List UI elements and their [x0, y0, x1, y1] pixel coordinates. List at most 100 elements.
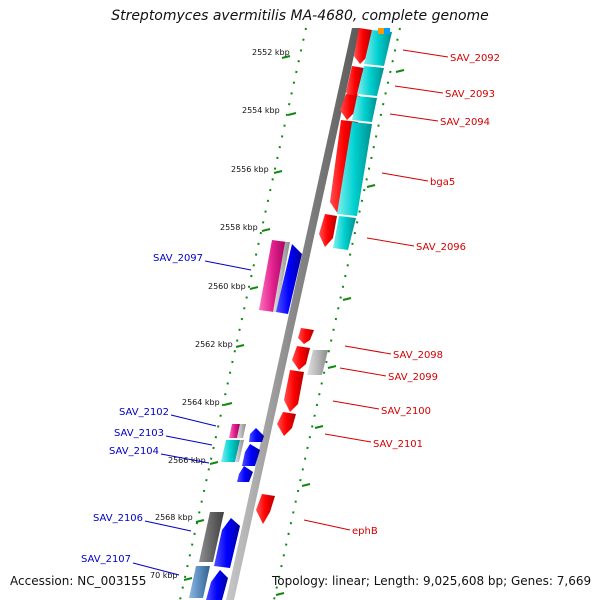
genome-title: Streptomyces avermitilis MA-4680, comple… [111, 8, 489, 24]
gene-cyan[interactable] [357, 66, 384, 96]
label-leader [402, 49, 449, 58]
scale-tick [275, 592, 285, 596]
gene-grey[interactable] [235, 440, 244, 462]
label-leader [394, 85, 444, 94]
genome-summary-text: Topology: linear; Length: 9,025,608 bp; … [272, 574, 592, 588]
label-leader [366, 237, 415, 247]
gene-arrow[interactable] [256, 494, 275, 524]
gene-cyan[interactable] [364, 30, 392, 66]
scale-ticks: 2552 kbp 2554 kbp 2556 kbp 2558 kbp 2560… [150, 48, 405, 596]
genome-backbone [226, 28, 360, 600]
scale-tick-label: 2552 kbp [252, 48, 290, 57]
scale-tick [183, 577, 193, 581]
gene-label[interactable]: SAV_2100 [381, 406, 431, 417]
reverse-gene-labels: SAV_2097 SAV_2102 SAV_2103 SAV_2104 SAV_… [81, 253, 252, 576]
gene-arrow[interactable] [284, 370, 304, 412]
gene-label[interactable]: SAV_2103 [114, 428, 164, 439]
gene-arrow[interactable] [354, 28, 372, 64]
scale-tick [301, 483, 311, 487]
gene-steel[interactable] [189, 566, 210, 598]
gene-grey[interactable] [273, 242, 290, 312]
gene-arrow[interactable] [277, 412, 296, 436]
gene-cyan[interactable] [333, 216, 356, 250]
gene-cyan[interactable] [352, 96, 377, 122]
gene-arrow[interactable] [346, 66, 364, 102]
gene-grey[interactable] [237, 424, 246, 438]
label-leader [303, 519, 351, 531]
gene-magenta[interactable] [259, 240, 287, 312]
gene-grey[interactable] [307, 350, 328, 375]
label-leader [170, 414, 217, 427]
scale-tick-label: 2568 kbp [155, 513, 193, 522]
gene-small[interactable] [378, 28, 384, 34]
gene-magenta[interactable] [229, 424, 240, 438]
label-leader [344, 345, 392, 355]
label-leader [381, 172, 429, 182]
gene-arrow[interactable] [206, 570, 228, 600]
gene-dark[interactable] [199, 512, 224, 562]
gene-arrow[interactable] [237, 466, 253, 482]
gene-arrow[interactable] [276, 244, 302, 314]
gene-label[interactable]: SAV_2098 [393, 350, 443, 361]
label-leader [144, 520, 192, 532]
scale-tick-label: 2566 kbp [168, 456, 206, 465]
gene-arrow[interactable] [292, 346, 310, 370]
gene-label[interactable]: SAV_2094 [440, 117, 490, 128]
scale-tick [261, 228, 271, 232]
scale-tick [342, 297, 352, 301]
gene-label[interactable]: SAV_2102 [119, 407, 169, 418]
gene-cyan[interactable] [337, 122, 372, 216]
scale-tick [273, 170, 283, 174]
gene-label[interactable]: SAV_2092 [450, 53, 500, 64]
scale-tick [281, 55, 291, 59]
label-leader [204, 260, 252, 271]
scale-tick [209, 461, 219, 465]
forward-gene-labels: SAV_2092 SAV_2093 SAV_2094 bga5 SAV_2096… [303, 49, 500, 537]
scale-tick-label: 2554 kbp [242, 106, 280, 115]
scale-tick-label: 2562 kbp [195, 340, 233, 349]
gene-label[interactable]: SAV_2096 [416, 242, 466, 253]
label-leader [332, 400, 380, 410]
gene-arrow[interactable] [249, 428, 264, 442]
accession-text: Accession: NC_003155 [10, 574, 147, 588]
gene-label[interactable]: SAV_2101 [373, 439, 423, 450]
gene-arrow[interactable] [298, 328, 314, 344]
scale-tick [314, 425, 324, 429]
scale-tick-label: 2560 kbp [208, 282, 246, 291]
gene-label[interactable]: ephB [352, 526, 378, 537]
gene-label[interactable]: SAV_2104 [109, 446, 159, 457]
label-leader [389, 113, 439, 122]
gene-label[interactable]: SAV_2107 [81, 554, 131, 565]
scale-tick-label: 70 kbp [150, 571, 178, 580]
label-leader [339, 367, 387, 377]
scale-tick [249, 286, 259, 290]
gene-arrow[interactable] [214, 518, 240, 568]
gene-label[interactable]: SAV_2099 [388, 372, 438, 383]
scale-tick-label: 2564 kbp [182, 398, 220, 407]
scale-tick [366, 184, 376, 188]
gene-label[interactable]: SAV_2093 [445, 89, 495, 100]
scale-tick [287, 112, 297, 116]
label-leader [324, 433, 372, 443]
reverse-strand-genes [189, 240, 302, 600]
forward-strand-genes [256, 28, 392, 524]
gene-label[interactable]: SAV_2097 [153, 253, 203, 264]
scale-tick [395, 69, 405, 73]
gene-arrow[interactable] [319, 214, 337, 247]
scale-tick-label: 2558 kbp [220, 223, 258, 232]
scale-tick [235, 344, 245, 348]
scale-tick [195, 519, 205, 523]
gene-label[interactable]: bga5 [430, 177, 455, 188]
gene-arrow[interactable] [340, 94, 360, 120]
scale-tick [223, 402, 233, 406]
label-leader [132, 562, 180, 576]
gene-small[interactable] [384, 28, 390, 34]
label-leader [165, 435, 213, 446]
gene-label[interactable]: SAV_2106 [93, 513, 143, 524]
gene-arrow[interactable] [242, 444, 260, 466]
label-leader [160, 453, 210, 464]
scale-tick [327, 365, 337, 369]
scale-tick-label: 2556 kbp [231, 165, 269, 174]
gene-cyan[interactable] [221, 440, 240, 462]
